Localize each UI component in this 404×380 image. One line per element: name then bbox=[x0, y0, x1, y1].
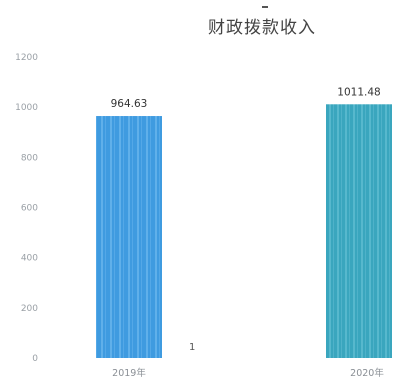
title-overline-mark bbox=[262, 6, 268, 8]
data-label: 1011.48 bbox=[337, 86, 380, 98]
x-category-label: 2019年 bbox=[112, 367, 146, 379]
y-tick-label: 0 bbox=[32, 354, 38, 364]
x-category-label: 2020年 bbox=[350, 367, 384, 379]
chart-title: 财政拨款收入 bbox=[208, 18, 316, 38]
y-tick-label: 400 bbox=[21, 254, 38, 264]
data-labels-group: 964.63 1011.48 bbox=[111, 86, 381, 110]
y-tick-label: 1200 bbox=[15, 53, 38, 63]
y-tick-label: 1000 bbox=[15, 103, 38, 113]
y-tick-label: 200 bbox=[21, 304, 38, 314]
data-label: 964.63 bbox=[111, 98, 148, 110]
bar-2019年 bbox=[96, 116, 162, 359]
bars-group bbox=[96, 104, 392, 359]
y-tick-label: 800 bbox=[21, 153, 38, 163]
stray-mark-text: 1 bbox=[189, 342, 195, 353]
bar-2020年 bbox=[326, 104, 392, 358]
x-axis-category-labels: 2019年 2020年 bbox=[112, 367, 384, 379]
y-axis-tick-labels: 0 200 400 600 800 1000 1200 bbox=[15, 53, 38, 364]
y-tick-label: 600 bbox=[21, 204, 38, 214]
